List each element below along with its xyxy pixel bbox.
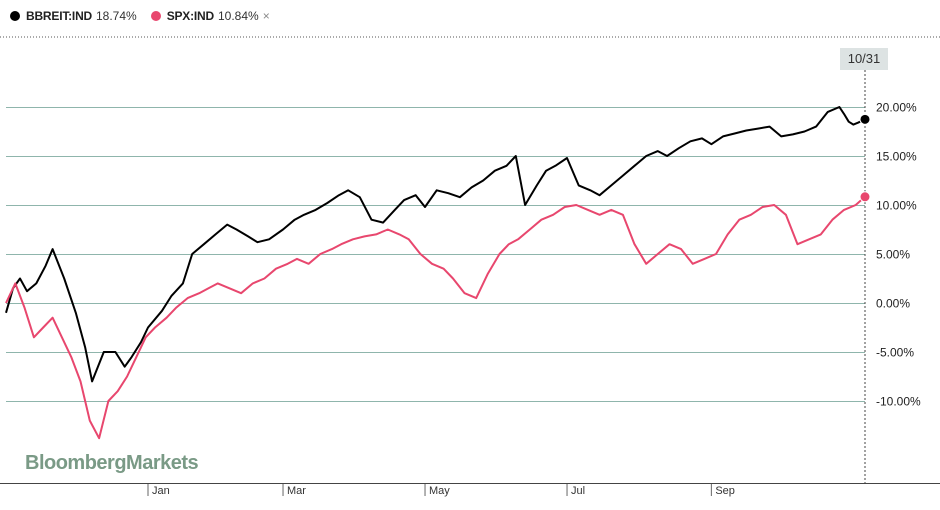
series-end-markers [859,113,871,203]
x-axis: Jan Mar May Jul Sep [0,483,940,497]
legend-value-bbreit: 18.74% [96,9,137,23]
y-axis-tick-labels: 20.00% 15.00% 10.00% 5.00% 0.00% -5.00% -10.00… [876,101,921,409]
y-tick-label--5: -5.00% [876,346,914,360]
remove-series-close-icon[interactable]: × [262,9,270,23]
y-tick-label--10: -10.00% [876,395,921,409]
bloomberg-markets-watermark: BloombergMarkets [25,452,199,474]
legend-name-bbreit: BBREIT:IND [26,9,92,23]
spx-legend-dot-icon [150,11,161,21]
legend-item-bbreit[interactable]: BBREIT:IND 18.74% [10,9,137,23]
series-line-bbreit [5,106,866,383]
date-badge: 10/31 [840,48,888,70]
end-marker-spx [859,191,871,203]
x-tick-label-may: May [429,485,450,497]
x-tick-label-jul: Jul [571,485,585,497]
legend-value-spx: 10.84% [217,9,259,23]
bbreit-legend-dot-icon [10,11,20,21]
y-tick-label-0: 0.00% [876,297,910,311]
y-tick-label-20: 20.00% [876,101,917,115]
x-tick-label-jan: Jan [152,485,170,497]
x-tick-label-sep: Sep [715,485,735,497]
legend-item-spx[interactable]: SPX:IND 10.84% × [150,9,270,23]
chart-series-lines [5,106,866,440]
y-tick-label-15: 15.00% [876,150,917,164]
series-line-spx [5,196,866,440]
end-marker-bbreit [859,113,871,125]
legend-name-spx: SPX:IND [166,9,214,23]
chart-grid [6,107,865,402]
y-tick-label-5: 5.00% [876,248,910,262]
x-tick-label-mar: Mar [287,485,306,497]
chart-legend: BBREIT:IND 18.74% SPX:IND 10.84% × [10,9,284,23]
y-tick-label-10: 10.00% [876,199,917,213]
